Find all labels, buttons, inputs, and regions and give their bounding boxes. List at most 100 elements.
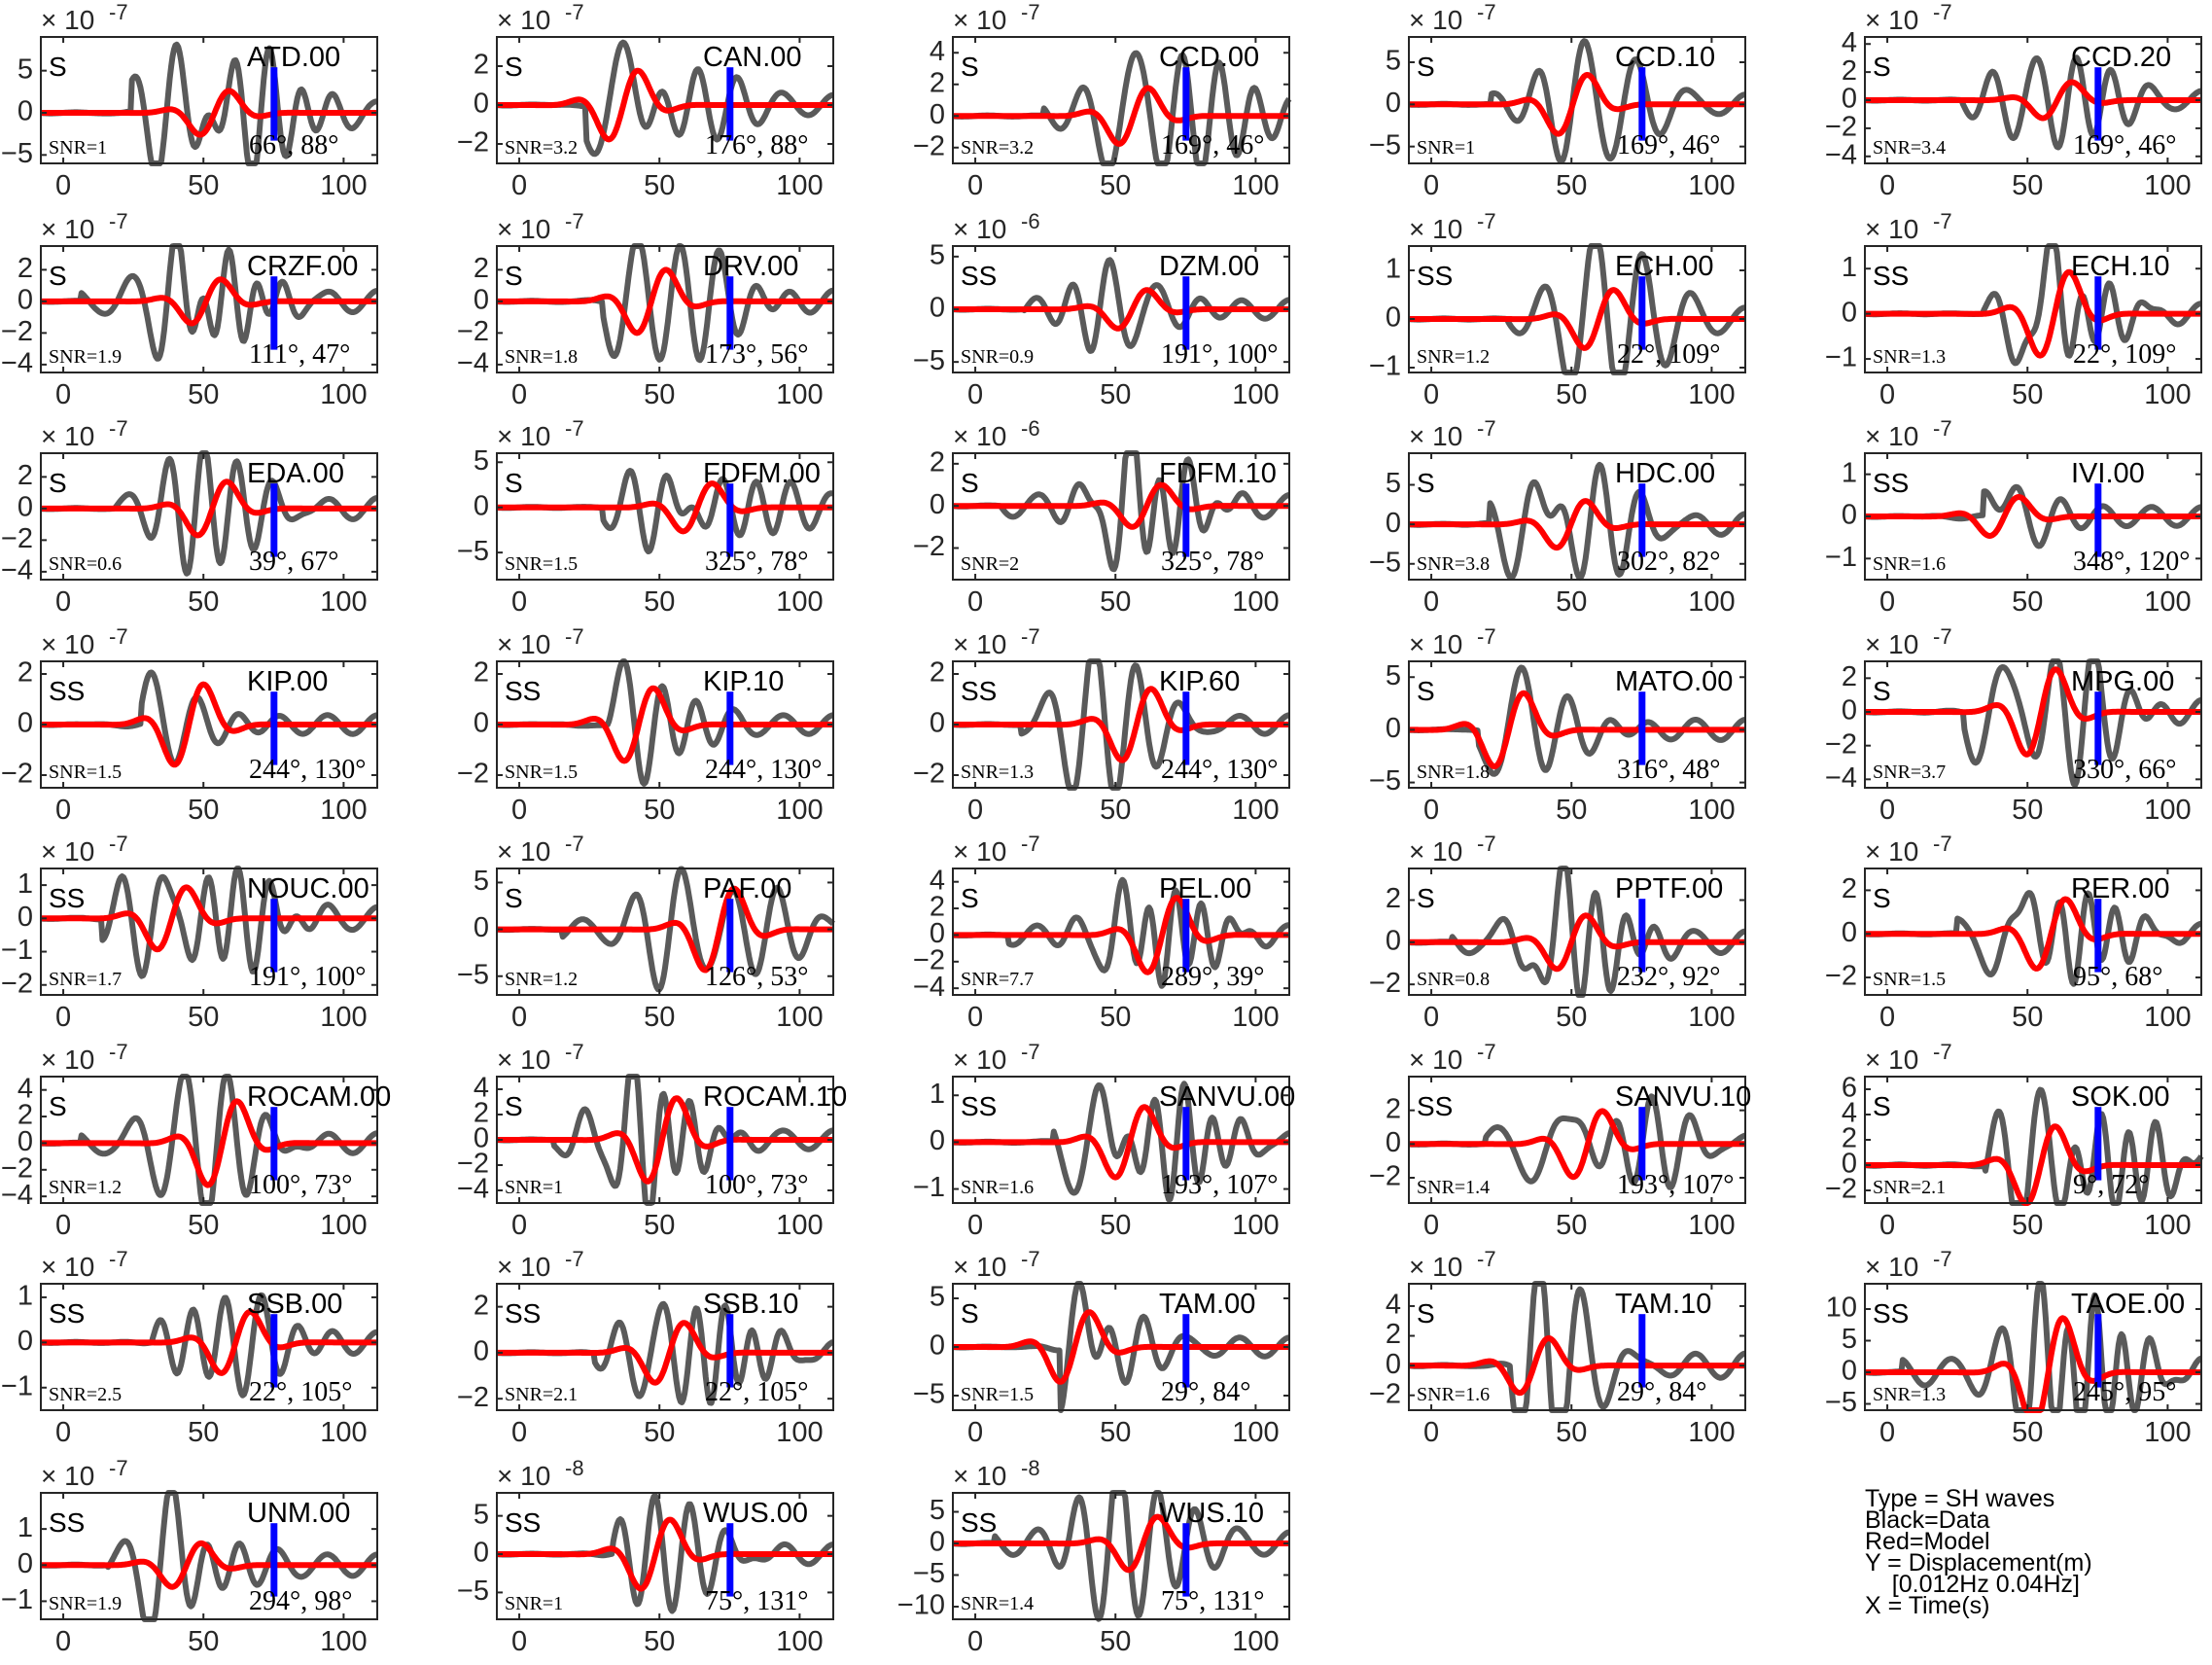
- legend-model: Red=Model: [1865, 1528, 1990, 1555]
- y-exponent: × 10: [41, 421, 94, 451]
- x-tick-label: 50: [1100, 170, 1131, 201]
- y-tick-label: −4: [1, 1180, 33, 1211]
- x-tick-label: 50: [644, 1002, 675, 1033]
- y-tick-label: 0: [18, 1326, 33, 1357]
- snr-label: SNR=1.9: [49, 346, 122, 368]
- y-exponent: × 10: [41, 1045, 94, 1075]
- y-exponent-power: -7: [1021, 832, 1040, 856]
- y-tick-label: −5: [1825, 1387, 1857, 1418]
- model-trace: [39, 88, 379, 138]
- y-tick-label: −2: [1369, 1378, 1401, 1409]
- station-label: TAM.10: [1615, 1289, 1711, 1320]
- phase-marker: [1182, 1523, 1190, 1597]
- azimuth-label: 100°, 73°: [705, 1170, 808, 1200]
- y-exponent: × 10: [1865, 5, 1918, 35]
- axes-box: [40, 1283, 378, 1411]
- y-tick-label: 1: [1386, 254, 1401, 285]
- phase-label: SS: [49, 883, 85, 913]
- phase-marker: [1638, 1314, 1646, 1388]
- y-tick-label: 0: [1842, 1149, 1857, 1180]
- phase-label: SS: [49, 1298, 85, 1328]
- phase-label: SS: [49, 1507, 85, 1538]
- snr-label: SNR=7.7: [961, 969, 1034, 990]
- phase-label: SS: [1417, 261, 1453, 291]
- y-tick-label: 5: [930, 239, 945, 270]
- y-tick-label: 4: [930, 36, 945, 67]
- station-label: SSB.10: [703, 1289, 798, 1320]
- phase-label: S: [49, 261, 67, 291]
- x-tick-label: 50: [188, 795, 219, 826]
- y-exponent-power: -7: [1477, 832, 1496, 856]
- y-tick-label: 0: [1842, 1356, 1857, 1387]
- y-tick-label: −2: [1369, 1161, 1401, 1192]
- y-tick-label: −2: [913, 531, 945, 562]
- phase-marker: [2094, 691, 2102, 765]
- y-tick-label: −2: [913, 944, 945, 975]
- phase-label: S: [1873, 676, 1891, 706]
- x-tick-label: 100: [320, 1002, 367, 1033]
- station-label: TAM.00: [1159, 1289, 1255, 1320]
- y-tick-label: 0: [1386, 1349, 1401, 1380]
- y-tick-label: 1: [18, 1281, 33, 1312]
- x-tick-label: 100: [1688, 1002, 1735, 1033]
- y-tick-label: −5: [457, 959, 489, 990]
- axes-box: [40, 1076, 378, 1204]
- y-tick-label: 0: [1386, 302, 1401, 334]
- y-tick-label: −5: [1, 138, 33, 169]
- y-tick-label: 5: [474, 445, 489, 477]
- model-trace: [951, 1513, 1291, 1574]
- azimuth-label: 244°, 130°: [705, 755, 822, 785]
- phase-label: S: [49, 468, 67, 498]
- x-tick-label: 0: [1879, 795, 1895, 826]
- azimuth-label: 39°, 67°: [249, 547, 338, 577]
- azimuth-label: 29°, 84°: [1617, 1377, 1706, 1407]
- x-tick-label: 0: [1879, 170, 1895, 201]
- snr-label: SNR=1.5: [961, 1384, 1034, 1405]
- y-tick-label: −2: [457, 1382, 489, 1413]
- phase-label: S: [49, 1091, 67, 1121]
- station-label: ROCAM.00: [247, 1081, 391, 1113]
- axes-box: [496, 245, 834, 373]
- model-trace: [951, 85, 1291, 147]
- axes-box: [496, 36, 834, 164]
- azimuth-label: 75°, 131°: [705, 1586, 808, 1616]
- y-exponent: × 10: [953, 214, 1006, 244]
- station-label: PPTF.00: [1615, 873, 1723, 904]
- phase-label: SS: [961, 261, 997, 291]
- model-trace: [495, 67, 835, 143]
- y-tick-label: 2: [1842, 55, 1857, 87]
- y-tick-label: 0: [930, 1330, 945, 1362]
- phase-marker: [726, 483, 734, 557]
- snr-label: SNR=1: [505, 1177, 563, 1198]
- model-trace: [1407, 1108, 1747, 1181]
- azimuth-label: 244°, 130°: [249, 755, 366, 785]
- y-tick-label: 0: [1842, 695, 1857, 726]
- y-exponent: × 10: [41, 1252, 94, 1282]
- legend: Type = SH waves Black=Data Red=Model Y =…: [1865, 1487, 2092, 1618]
- phase-marker: [1638, 67, 1646, 141]
- axes-box: [1864, 245, 2202, 373]
- phase-label: SS: [961, 1507, 997, 1538]
- x-tick-label: 100: [320, 379, 367, 410]
- y-tick-label: 0: [474, 490, 489, 521]
- snr-label: SNR=2: [961, 553, 1019, 575]
- panel-sanvu-00: 0 50 100 1 0 −1 × 10 -7 SS SANVU.00 SNR=1.6 193°, 1…: [913, 1040, 1295, 1241]
- azimuth-label: 22°, 109°: [2073, 339, 2176, 370]
- phase-label: S: [961, 883, 979, 913]
- station-label: HDC.00: [1615, 458, 1715, 489]
- x-tick-label: 100: [2144, 1002, 2191, 1033]
- y-tick-label: 2: [930, 892, 945, 923]
- x-tick-label: 50: [1100, 379, 1131, 410]
- snr-label: SNR=1.5: [49, 762, 122, 783]
- y-tick-label: 0: [930, 489, 945, 520]
- model-trace: [495, 1320, 835, 1386]
- y-exponent: × 10: [953, 836, 1006, 867]
- panel-kip-10: 0 50 100 2 0 −2 × 10 -7 SS KIP.10 SNR=1.5 244°, 130…: [457, 624, 835, 826]
- azimuth-label: 244°, 130°: [1161, 755, 1278, 785]
- y-tick-label: 0: [1842, 500, 1857, 531]
- snr-label: SNR=1.6: [1873, 553, 1946, 575]
- station-label: IVI.00: [2071, 458, 2145, 489]
